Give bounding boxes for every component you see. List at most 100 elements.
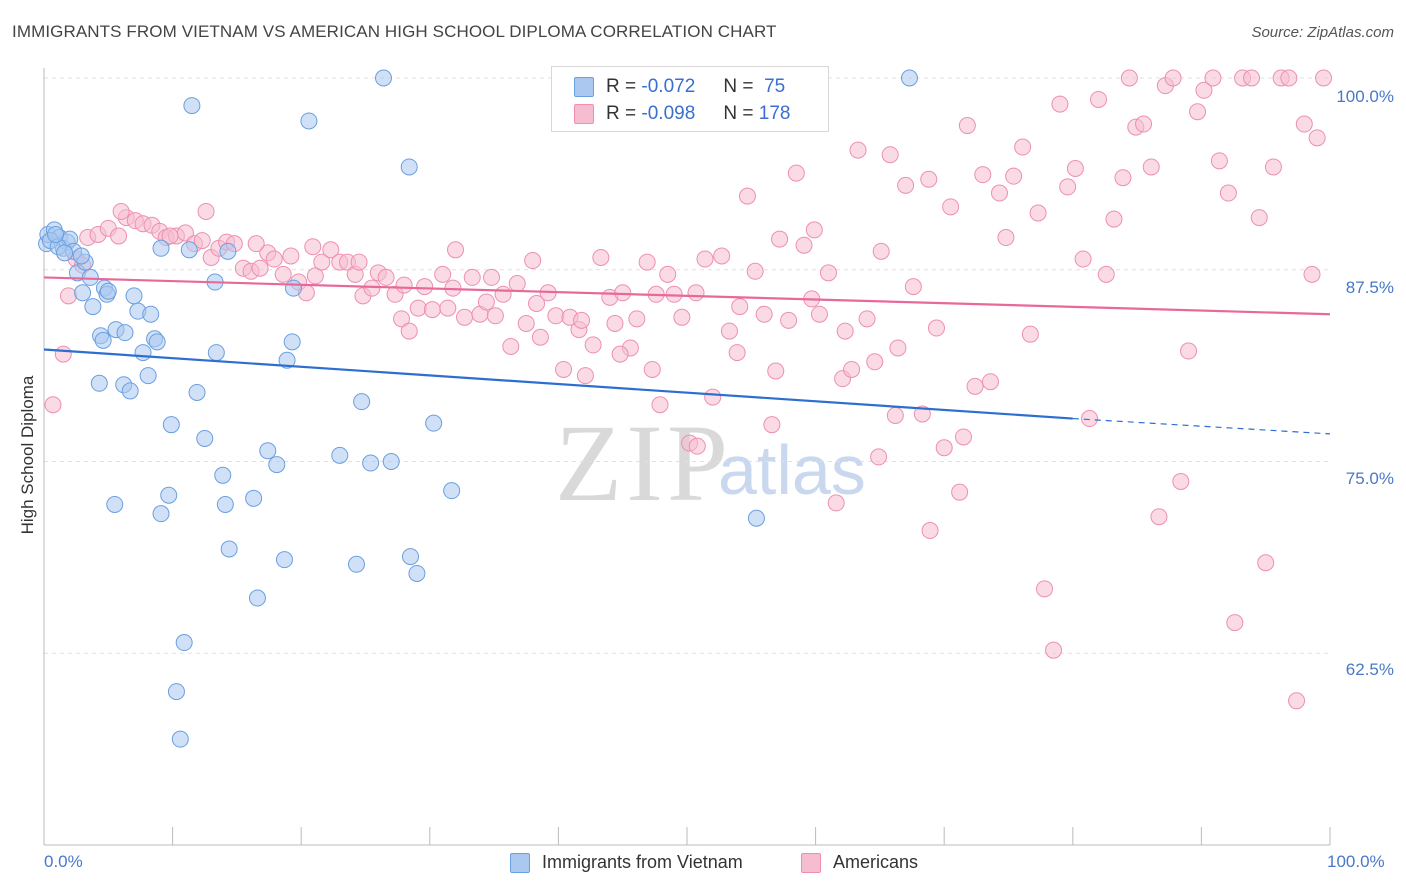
americans-point xyxy=(687,284,705,302)
vietnam-point xyxy=(268,456,286,474)
americans-point xyxy=(1280,69,1298,87)
americans-point xyxy=(524,252,542,270)
vietnam-point xyxy=(900,69,918,87)
legend-n-value-vietnam: 75 xyxy=(764,76,786,97)
watermark-atlas: atlas xyxy=(718,431,866,509)
vietnam-point xyxy=(72,247,90,265)
americans-point xyxy=(463,268,481,286)
americans-point xyxy=(746,262,764,280)
vietnam-point xyxy=(106,495,124,513)
y-tick-label-87-5: 87.5% xyxy=(1345,278,1394,297)
americans-point xyxy=(849,141,867,159)
americans-point xyxy=(350,253,368,271)
americans-point xyxy=(1014,138,1032,156)
americans-point xyxy=(1164,69,1182,87)
americans-point xyxy=(731,298,749,316)
americans-point xyxy=(573,311,591,329)
vietnam-point xyxy=(121,382,139,400)
legend-n-label: N = xyxy=(723,103,754,124)
americans-point xyxy=(584,336,602,354)
americans-point xyxy=(628,310,646,328)
x-tick-label-min: 0.0% xyxy=(44,852,83,871)
americans-point xyxy=(696,250,714,268)
americans-point xyxy=(1097,265,1115,283)
americans-point xyxy=(1180,342,1198,360)
americans-point xyxy=(494,285,512,303)
vietnam-point xyxy=(56,244,74,262)
americans-point xyxy=(1120,69,1138,87)
americans-point xyxy=(1250,209,1268,227)
vietnam-point xyxy=(278,351,296,369)
vietnam-point xyxy=(248,589,266,607)
americans-point xyxy=(395,276,413,294)
vietnam-point xyxy=(375,69,393,87)
americans-point xyxy=(763,416,781,434)
americans-point xyxy=(738,187,756,205)
y-tick-label-75: 75.0% xyxy=(1345,469,1394,488)
americans-point xyxy=(673,308,691,326)
vietnam-point xyxy=(196,429,214,447)
americans-point xyxy=(787,164,805,182)
americans-point xyxy=(795,236,813,254)
americans-point xyxy=(306,267,324,285)
americans-point xyxy=(913,405,931,423)
vietnam-point xyxy=(152,239,170,257)
americans-point xyxy=(935,439,953,457)
vietnam-point xyxy=(74,284,92,302)
vietnam-point xyxy=(216,495,234,513)
americans-point xyxy=(771,230,789,248)
americans-point xyxy=(1315,69,1333,87)
americans-point xyxy=(897,176,915,194)
americans-point xyxy=(886,406,904,424)
vietnam-point xyxy=(207,344,225,362)
americans-point xyxy=(966,377,984,395)
americans-point xyxy=(1114,169,1132,187)
vietnam-point xyxy=(167,683,185,701)
americans-point xyxy=(517,314,535,332)
legend-row-vietnam: R = -0.072 N = 75 xyxy=(574,76,785,98)
americans-point xyxy=(1264,158,1282,176)
vietnam-point xyxy=(400,158,418,176)
americans-point xyxy=(1029,204,1047,222)
x-tick-label-max: 100.0% xyxy=(1327,852,1385,871)
y-axis-label: High School Diploma xyxy=(18,375,37,535)
americans-point xyxy=(434,265,452,283)
americans-point xyxy=(904,278,922,296)
vietnam-point xyxy=(284,279,302,297)
americans-point xyxy=(1226,614,1244,632)
legend-n-value-americans: 178 xyxy=(758,103,791,124)
vietnam-point xyxy=(219,242,237,260)
legend-swatch-blue xyxy=(574,77,594,97)
americans-point xyxy=(409,299,427,317)
vietnam-point xyxy=(152,505,170,523)
y-tick-label-62-5: 62.5% xyxy=(1345,660,1394,679)
americans-point xyxy=(477,293,495,311)
americans-point xyxy=(1005,167,1023,185)
vietnam-trend-extension xyxy=(1072,417,1331,435)
vietnam-point xyxy=(214,466,232,484)
americans-point xyxy=(1303,265,1321,283)
vietnam-point xyxy=(220,540,238,558)
americans-point xyxy=(611,345,629,363)
americans-point xyxy=(274,265,292,283)
vietnam-point xyxy=(443,482,461,500)
americans-point xyxy=(576,367,594,385)
vietnam-point xyxy=(259,442,277,460)
americans-point xyxy=(1142,158,1160,176)
americans-point xyxy=(393,310,411,328)
vietnam-point xyxy=(347,555,365,573)
americans-point xyxy=(193,232,211,250)
americans-point xyxy=(322,241,340,259)
americans-point xyxy=(1288,692,1306,710)
americans-point xyxy=(1066,160,1084,178)
americans-point xyxy=(866,353,884,371)
americans-point xyxy=(951,483,969,501)
vietnam-point xyxy=(162,416,180,434)
americans-point xyxy=(858,310,876,328)
americans-point xyxy=(755,305,773,323)
vietnam-point xyxy=(382,453,400,470)
americans-point xyxy=(942,198,960,216)
americans-point xyxy=(659,265,677,283)
americans-point xyxy=(400,322,418,340)
americans-point xyxy=(1219,184,1237,202)
